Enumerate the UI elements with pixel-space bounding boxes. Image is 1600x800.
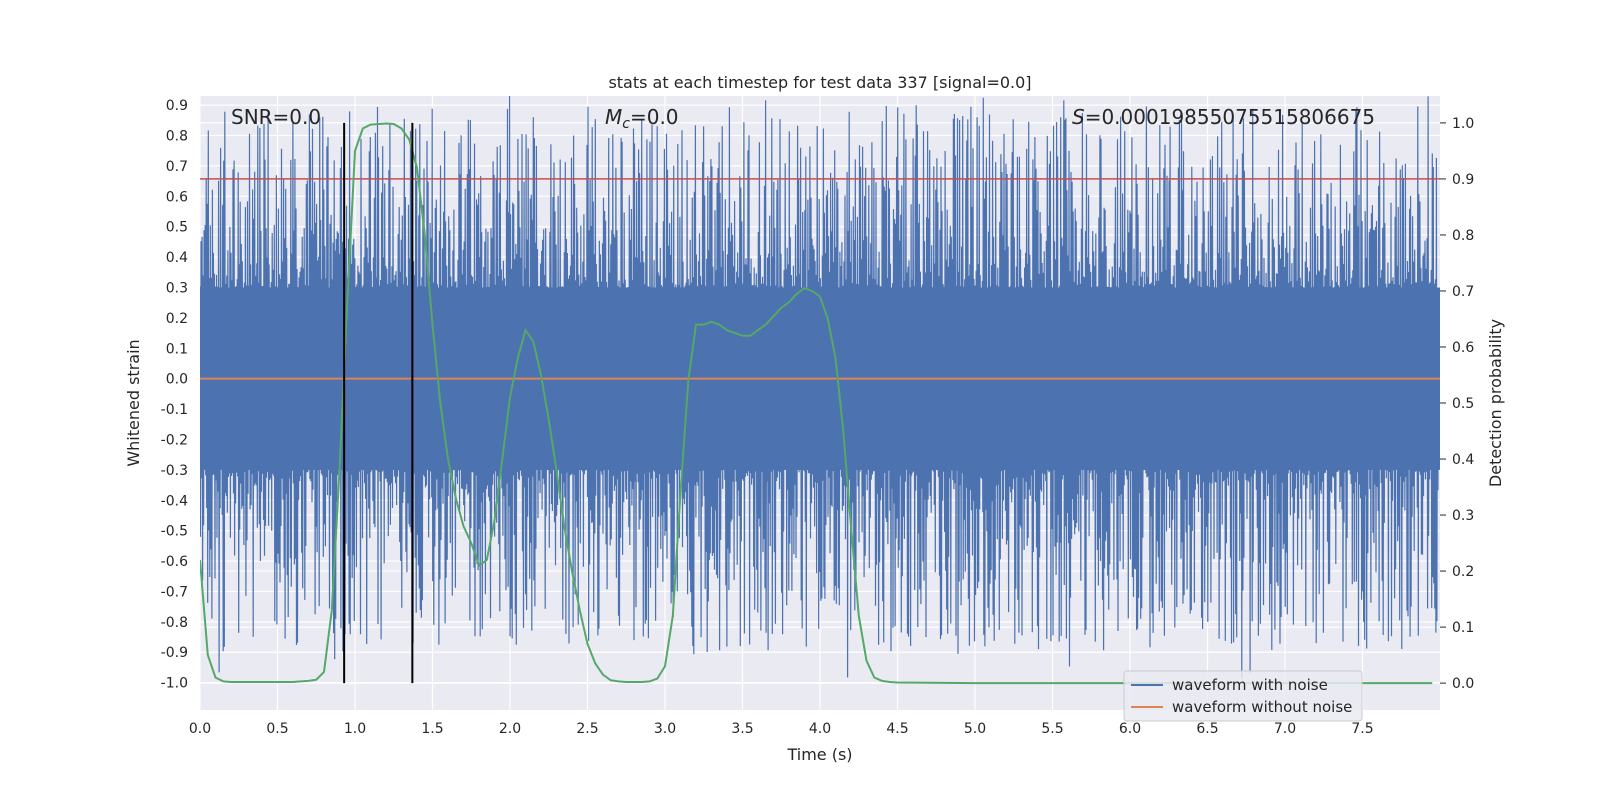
- y-tick-label: -0.8: [161, 615, 188, 631]
- x-tick-label: 6.5: [1196, 721, 1218, 737]
- x-tick-label: 5.0: [964, 721, 986, 737]
- bottom-axis-ticks: 0.0 0.5 1.0 1.5 2.0 2.5 3.0 3.5 4.0 4.5 5.0 5.5 6.0 6…: [189, 721, 1374, 737]
- y-tick-label: 0.8: [166, 129, 188, 145]
- y2-tick-label: 0.5: [1452, 396, 1474, 412]
- left-axis-ticks: 0.9 0.8 0.7 0.6 0.5 0.4 0.3 0.2 0.1 0.0 -0.1 -0.2 -0…: [161, 98, 188, 692]
- y-tick-label: 0.4: [166, 250, 188, 266]
- x-tick-label: 4.0: [809, 721, 831, 737]
- x-tick-label: 1.5: [421, 721, 443, 737]
- y-tick-label: 0.6: [166, 189, 188, 205]
- legend: waveform with noise waveform without noi…: [1123, 670, 1363, 722]
- s-annotation: S=0.00019855075515806675: [1072, 105, 1375, 129]
- y-tick-label: 0.0: [166, 372, 188, 388]
- y2-tick-label: 0.6: [1452, 340, 1474, 356]
- y-tick-label: -1.0: [161, 676, 188, 692]
- vertical-markers: [343, 122, 414, 684]
- y-tick-label: -0.7: [161, 584, 188, 600]
- legend-label-noise: waveform with noise: [1172, 676, 1328, 694]
- legend-label-clean: waveform without noise: [1172, 698, 1352, 716]
- y-tick-label: -0.4: [161, 493, 188, 509]
- detection-probability-line: [200, 122, 1433, 685]
- y-axis-label: Whitened strain: [124, 339, 143, 466]
- y2-axis-label: Detection probability: [1486, 319, 1505, 487]
- y-tick-label: -0.6: [161, 554, 188, 570]
- waveform-with-noise-line: [200, 96, 1440, 679]
- mc-value: =0.0: [630, 105, 679, 129]
- mc-subscript: c: [622, 116, 630, 132]
- y2-tick-label: 1.0: [1452, 116, 1474, 132]
- y-tick-label: -0.5: [161, 524, 188, 540]
- y2-tick-label: 0.9: [1452, 172, 1474, 188]
- x-tick-label: 5.5: [1041, 721, 1063, 737]
- y-tick-label: 0.7: [166, 159, 188, 175]
- x-tick-label: 0.0: [189, 721, 211, 737]
- x-tick-label: 3.0: [654, 721, 676, 737]
- s-symbol: S: [1072, 105, 1085, 129]
- x-tick-label: 4.5: [886, 721, 908, 737]
- chart-title: stats at each timestep for test data 337…: [608, 73, 1031, 92]
- x-tick-label: 6.0: [1119, 721, 1141, 737]
- series-layer: [200, 96, 1440, 685]
- x-tick-label: 2.0: [499, 721, 521, 737]
- x-tick-label: 2.5: [576, 721, 598, 737]
- snr-annotation: SNR=0.0: [231, 105, 321, 129]
- x-axis-label: Time (s): [786, 745, 852, 764]
- y2-tick-label: 0.8: [1452, 228, 1474, 244]
- y-tick-label: -0.2: [161, 432, 188, 448]
- x-tick-label: 0.5: [266, 721, 288, 737]
- y-tick-label: 0.3: [166, 280, 188, 296]
- y-tick-label: -0.3: [161, 463, 188, 479]
- y2-tick-label: 0.2: [1452, 564, 1474, 580]
- y2-tick-label: 0.0: [1452, 676, 1474, 692]
- y2-tick-label: 0.3: [1452, 508, 1474, 524]
- s-value: =0.00019855075515806675: [1085, 105, 1375, 129]
- y-tick-label: -0.1: [161, 402, 188, 418]
- y-tick-label: 0.9: [166, 98, 188, 114]
- mc-symbol: M: [605, 105, 622, 129]
- y2-tick-label: 0.1: [1452, 620, 1474, 636]
- y-tick-label: -0.9: [161, 645, 188, 661]
- mc-annotation: Mc=0.0: [605, 105, 679, 132]
- x-tick-label: 1.0: [344, 721, 366, 737]
- y2-tick-label: 0.7: [1452, 284, 1474, 300]
- x-tick-label: 3.5: [731, 721, 753, 737]
- x-tick-label: 7.0: [1274, 721, 1296, 737]
- legend-box: [1123, 670, 1363, 722]
- y-tick-label: 0.2: [166, 311, 188, 327]
- x-tick-label: 7.5: [1351, 721, 1373, 737]
- y-tick-label: 0.1: [166, 341, 188, 357]
- right-axis-ticks: 1.0 0.9 0.8 0.7 0.6 0.5 0.4 0.3 0.2 0.1 0.0: [1440, 116, 1474, 692]
- y2-tick-label: 0.4: [1452, 452, 1474, 468]
- y-tick-label: 0.5: [166, 220, 188, 236]
